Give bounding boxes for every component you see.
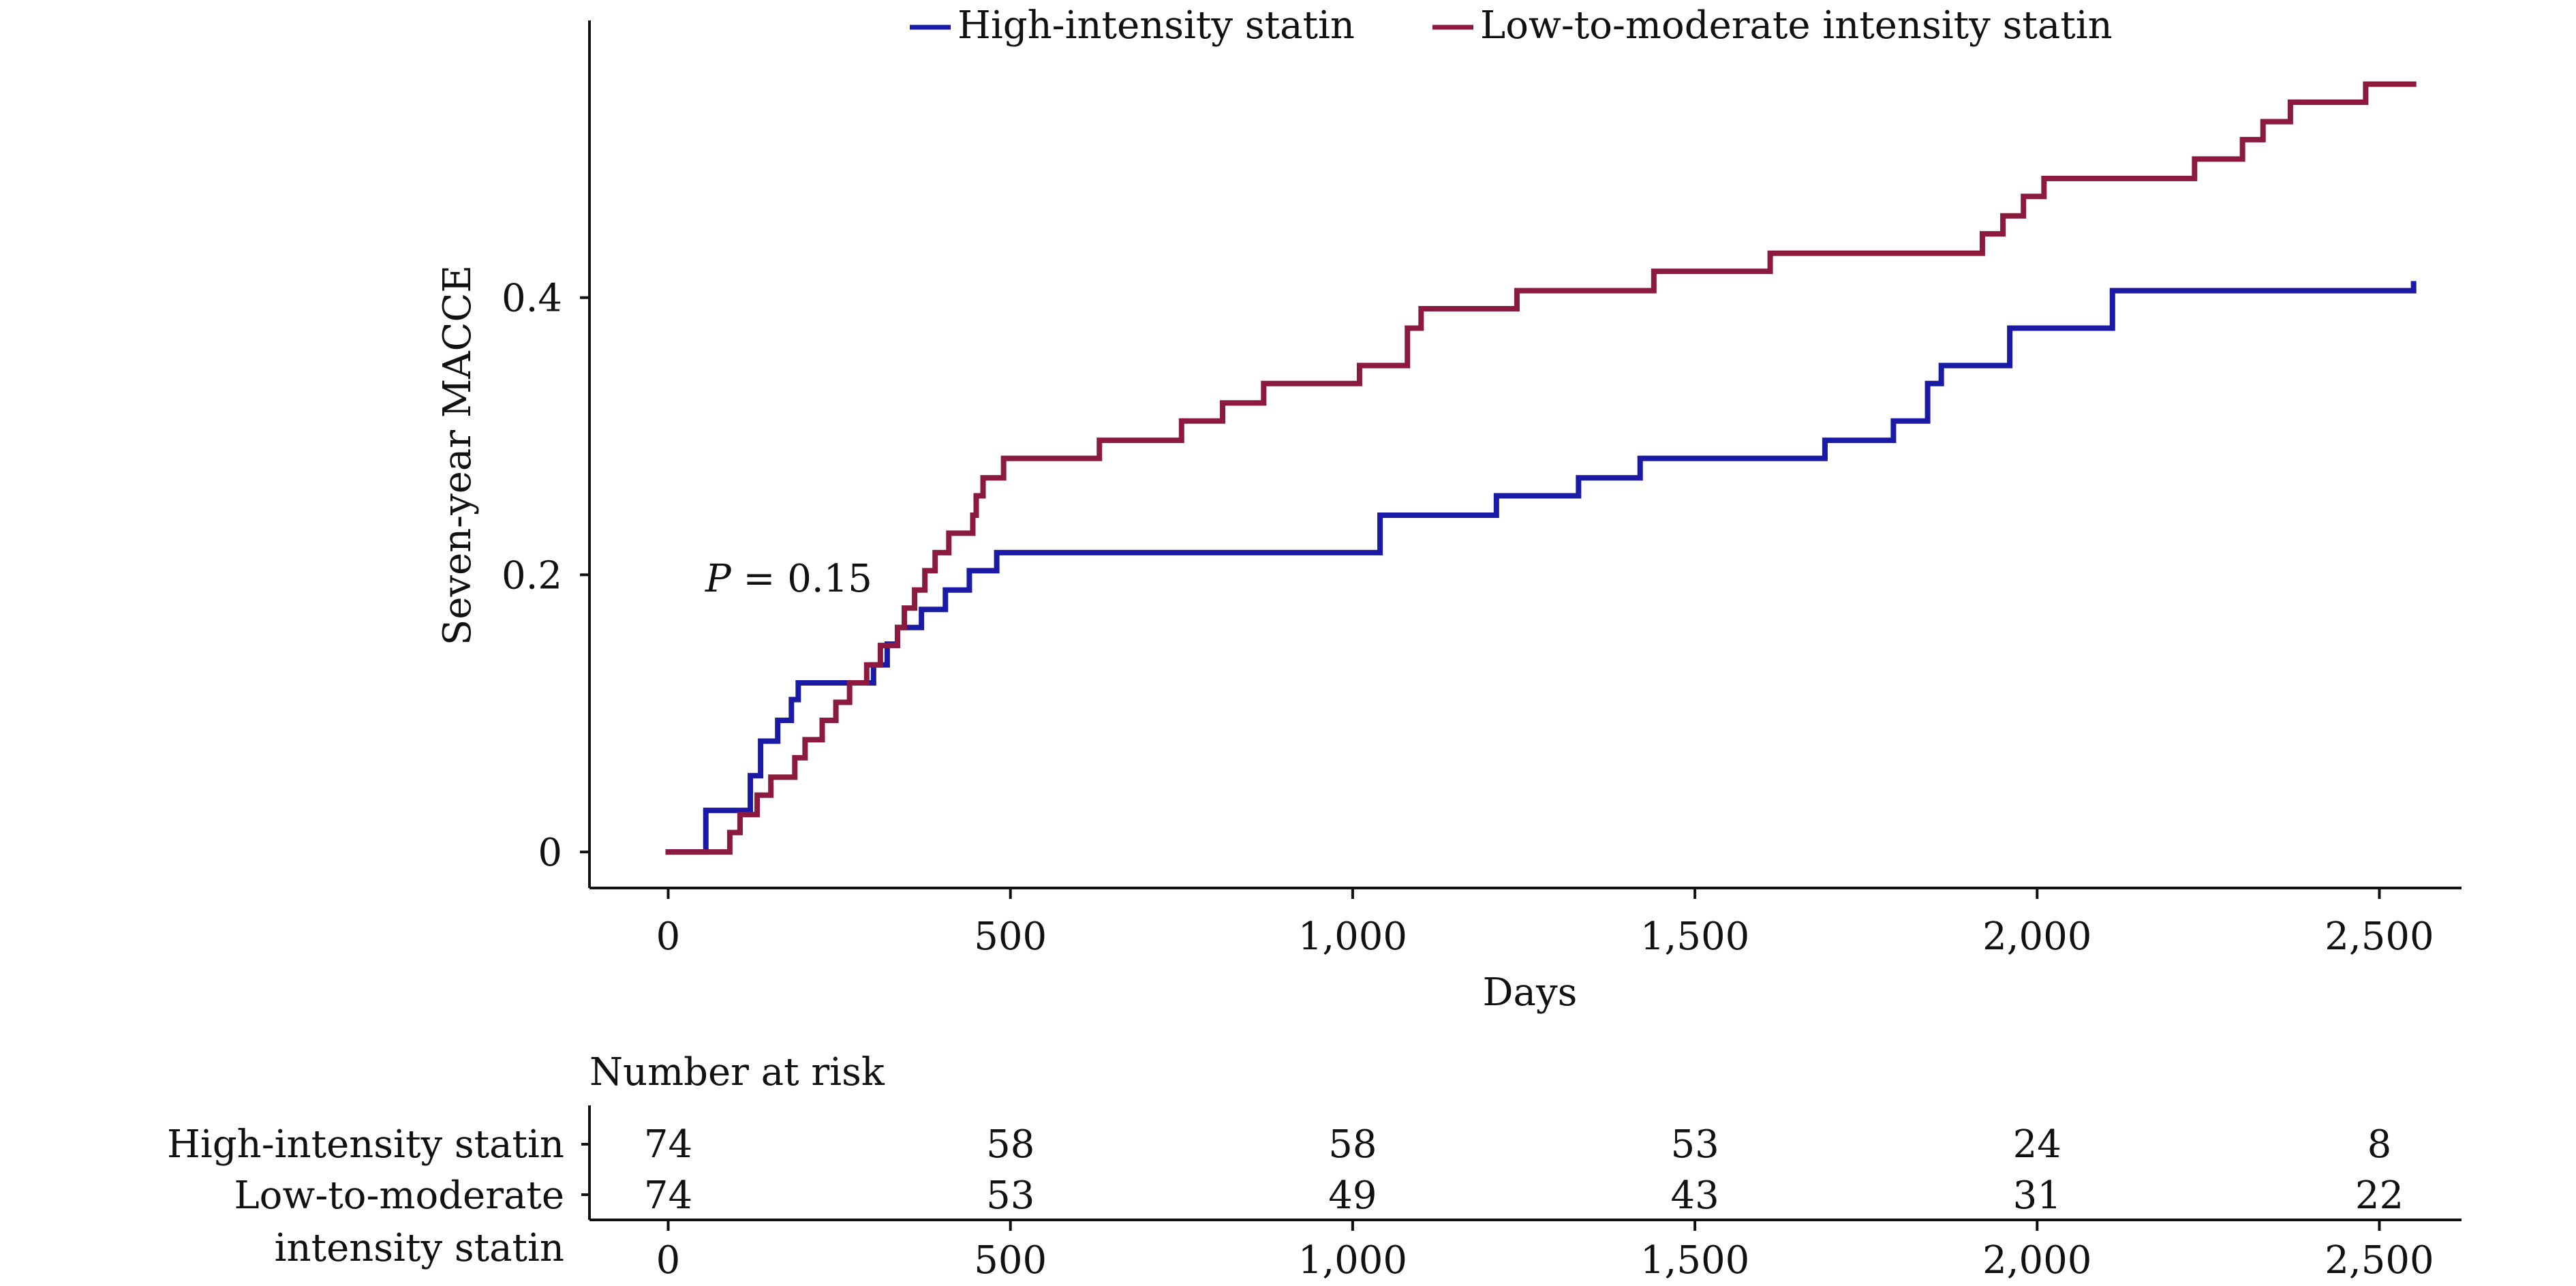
risk-value: 74	[644, 1122, 692, 1167]
risk-value: 43	[1670, 1174, 1719, 1218]
y-ticks: 0 0.2 0.4	[502, 277, 589, 875]
y-tick-label: 0	[538, 831, 562, 875]
series-line-low-to-moderate	[665, 81, 2417, 855]
risk-value: 8	[2367, 1122, 2392, 1167]
x-tick-label: 2,500	[2325, 915, 2434, 959]
x-tick-label: 2,000	[1982, 915, 2091, 959]
risk-value: 49	[1328, 1174, 1377, 1218]
x-tick-label: 500	[974, 915, 1047, 959]
p-value-text: = 0.15	[731, 557, 872, 601]
x-axis-label: Days	[1483, 970, 1578, 1015]
series-layer	[665, 81, 2417, 855]
risk-x-ticks: 0 500 1,000 1,500 2,000 2,500	[656, 1220, 2434, 1283]
risk-value: 53	[1670, 1122, 1719, 1167]
risk-x-tick-label: 500	[974, 1238, 1047, 1283]
risk-value: 22	[2355, 1174, 2404, 1218]
risk-value: 24	[2013, 1122, 2061, 1167]
risk-x-tick-label: 2,500	[2325, 1238, 2434, 1283]
risk-value: 58	[1328, 1122, 1377, 1167]
risk-value: 74	[644, 1174, 692, 1218]
y-tick-label: 0.4	[502, 277, 562, 321]
risk-x-tick-label: 1,500	[1640, 1238, 1749, 1283]
p-value-annotation: P = 0.15	[705, 557, 872, 601]
series-line-high-intensity	[665, 281, 2417, 855]
x-tick-label: 1,000	[1298, 915, 1407, 959]
risk-value: 31	[2013, 1174, 2061, 1218]
x-tick-label: 1,500	[1640, 915, 1749, 959]
risk-table-title: Number at risk	[589, 1050, 885, 1094]
legend: High-intensity statin Low-to-moderate in…	[910, 3, 2113, 48]
y-tick-label: 0.2	[502, 553, 562, 598]
x-tick-label: 0	[656, 915, 681, 959]
risk-x-tick-label: 2,000	[1982, 1238, 2091, 1283]
risk-row-label-high: High-intensity statin	[167, 1122, 564, 1167]
risk-value: 58	[986, 1122, 1034, 1167]
p-value-symbol: P	[705, 557, 732, 601]
risk-table: Number at risk High-intensity statin Low…	[167, 1050, 2462, 1283]
risk-x-tick-label: 0	[656, 1238, 681, 1283]
legend-label-high: High-intensity statin	[957, 3, 1355, 48]
risk-row-label-low-line2: intensity statin	[275, 1226, 564, 1270]
risk-value: 53	[986, 1174, 1034, 1218]
plot-axes: 0 0.2 0.4 0 500 1,000 1,500 2,000 2,500	[502, 20, 2462, 959]
risk-values: 74 58 58 53 24 8 74 53 49 43 31 22	[644, 1122, 2404, 1218]
risk-x-tick-label: 1,000	[1298, 1238, 1407, 1283]
legend-label-low: Low-to-moderate intensity statin	[1480, 3, 2113, 48]
x-ticks: 0 500 1,000 1,500 2,000 2,500	[656, 888, 2434, 959]
y-axis-label: Seven-year MACCE	[435, 265, 480, 645]
risk-row-label-low-line1: Low-to-moderate	[234, 1174, 564, 1218]
